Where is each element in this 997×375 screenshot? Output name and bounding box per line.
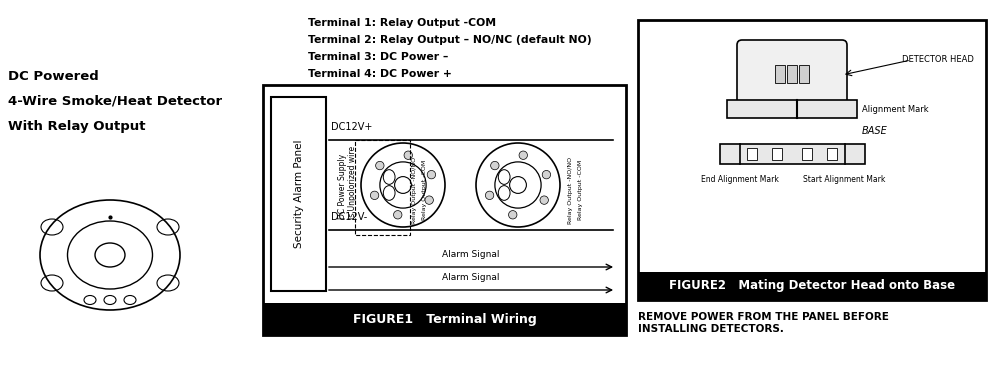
Text: Alarm Signal: Alarm Signal — [443, 250, 499, 259]
Text: 4-Wire Smoke/Heat Detector: 4-Wire Smoke/Heat Detector — [8, 95, 222, 108]
Bar — [727, 100, 857, 118]
Bar — [263, 85, 626, 335]
Circle shape — [428, 171, 436, 179]
Text: Terminal 2: Relay Output – NO/NC (default NO): Terminal 2: Relay Output – NO/NC (defaul… — [308, 35, 591, 45]
Text: BASE: BASE — [862, 126, 887, 136]
Circle shape — [491, 161, 499, 170]
Circle shape — [519, 151, 527, 159]
Bar — [772, 148, 782, 160]
Bar — [799, 65, 809, 83]
Text: Terminal 3: DC Power –: Terminal 3: DC Power – — [308, 52, 449, 62]
Circle shape — [540, 196, 548, 204]
Text: DC12V+: DC12V+ — [331, 122, 372, 132]
Text: DC12V-: DC12V- — [331, 212, 367, 222]
FancyBboxPatch shape — [737, 40, 847, 105]
Text: Security Alarm Panel: Security Alarm Panel — [293, 140, 303, 248]
Circle shape — [542, 171, 550, 179]
Circle shape — [425, 196, 434, 204]
Text: End Alignment Mark: End Alignment Mark — [701, 175, 779, 184]
Bar — [802, 148, 812, 160]
Text: DETECTOR HEAD: DETECTOR HEAD — [902, 56, 974, 64]
Text: REMOVE POWER FROM THE PANEL BEFORE
INSTALLING DETECTORS.: REMOVE POWER FROM THE PANEL BEFORE INSTA… — [638, 312, 889, 334]
Bar — [787, 65, 797, 83]
Text: Alignment Mark: Alignment Mark — [862, 105, 928, 114]
Text: Relay Output -COM: Relay Output -COM — [578, 160, 583, 220]
Circle shape — [486, 191, 494, 200]
Text: DC Powered: DC Powered — [8, 70, 99, 83]
Bar — [775, 65, 785, 83]
Text: Relay Output -NO/NO: Relay Output -NO/NO — [568, 156, 573, 224]
Text: DC Power Supply
is Unpolorized wire: DC Power Supply is Unpolorized wire — [338, 146, 357, 219]
Text: Relay Output -COM: Relay Output -COM — [422, 160, 427, 220]
Text: With Relay Output: With Relay Output — [8, 120, 146, 133]
Bar — [720, 144, 864, 164]
Circle shape — [508, 211, 517, 219]
Bar — [827, 148, 837, 160]
Text: Terminal 4: DC Power +: Terminal 4: DC Power + — [308, 69, 452, 79]
Text: Relay Output -NO/NO: Relay Output -NO/NO — [412, 156, 417, 224]
Text: FIGURE1   Terminal Wiring: FIGURE1 Terminal Wiring — [353, 312, 536, 326]
Circle shape — [394, 211, 402, 219]
Bar — [638, 272, 986, 300]
Text: FIGURE2   Mating Detector Head onto Base: FIGURE2 Mating Detector Head onto Base — [669, 279, 955, 292]
Circle shape — [370, 191, 379, 200]
Bar — [263, 303, 626, 335]
Bar — [747, 148, 757, 160]
Text: Start Alignment Mark: Start Alignment Mark — [804, 175, 885, 184]
Bar — [271, 97, 326, 291]
Text: Terminal 1: Relay Output -COM: Terminal 1: Relay Output -COM — [308, 18, 497, 28]
Circle shape — [376, 161, 384, 170]
Bar — [355, 140, 410, 235]
Text: Alarm Signal: Alarm Signal — [443, 273, 499, 282]
Circle shape — [404, 151, 413, 159]
Bar — [638, 20, 986, 300]
